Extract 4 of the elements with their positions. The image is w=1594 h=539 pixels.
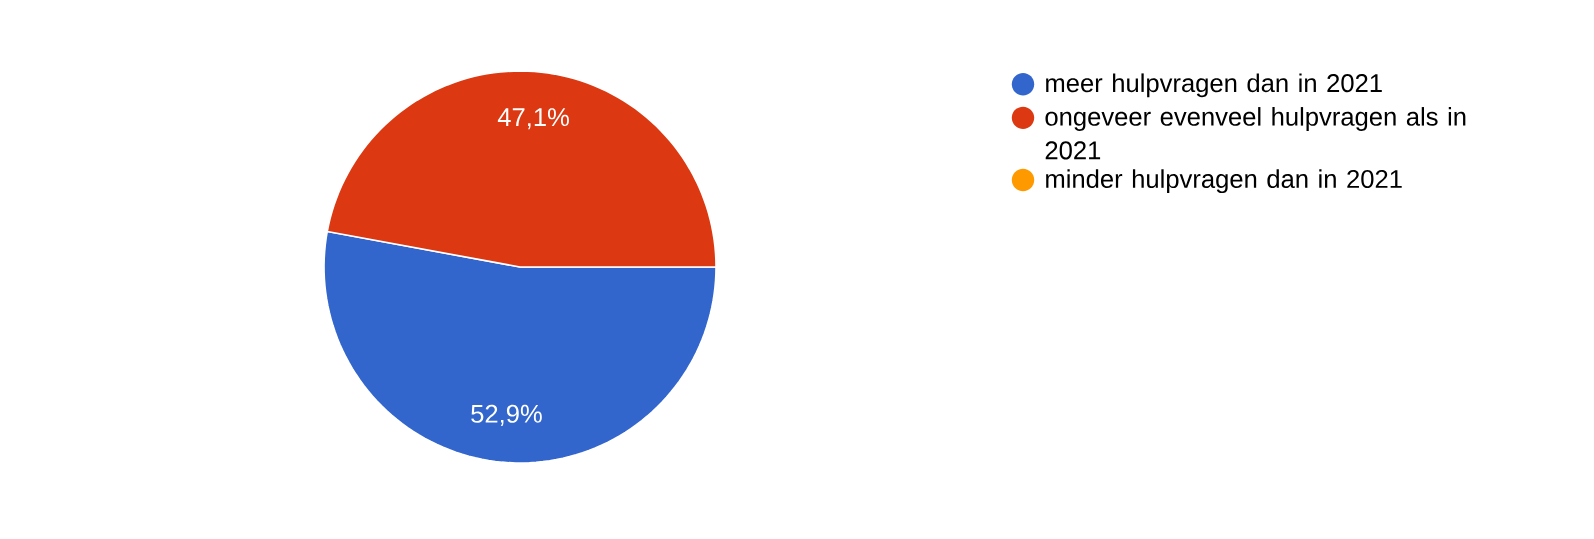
legend-label: meer hulpvragen dan in 2021 (1046, 73, 1382, 98)
legend-label: minder hulpvragen dan in 2021 (1046, 169, 1402, 194)
data-label: 47,1% (497, 108, 569, 130)
data-label: 52,9% (471, 404, 542, 426)
